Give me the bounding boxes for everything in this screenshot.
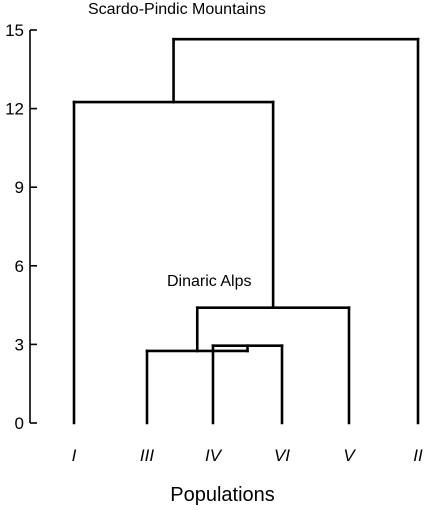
y-tick-label: 12 [5, 100, 24, 119]
leaf-label-iii: III [140, 446, 154, 465]
annotation-dinaric-alps: Dinaric Alps [167, 273, 252, 290]
x-axis-label: Populations [170, 484, 275, 506]
leaf-label-v: V [343, 446, 356, 465]
y-tick-label: 6 [15, 257, 24, 276]
leaf-label-i: I [72, 446, 77, 465]
link-iv-vi [211, 344, 284, 425]
leaf-label-vi: VI [274, 446, 290, 465]
y-tick-label: 15 [5, 21, 24, 40]
annotation-scardo-pindic: Scardo-Pindic Mountains [88, 1, 266, 18]
y-tick-label: 3 [15, 335, 24, 354]
link-i-iii-iv-vi-v [72, 100, 275, 425]
y-tick-label: 0 [15, 414, 24, 433]
link-i-iii-iv-vi-v-ii [172, 37, 420, 425]
link-iii-iv-vi [145, 344, 249, 425]
leaf-labels: I III IV VI V II [72, 446, 423, 465]
dendrogram-tree [72, 37, 420, 425]
link-iii-iv-vi-v [195, 306, 351, 425]
leaf-label-ii: II [413, 446, 423, 465]
y-tick-label: 9 [15, 178, 24, 197]
leaf-label-iv: IV [205, 446, 223, 465]
y-axis: 0 3 6 9 12 15 [5, 21, 37, 433]
